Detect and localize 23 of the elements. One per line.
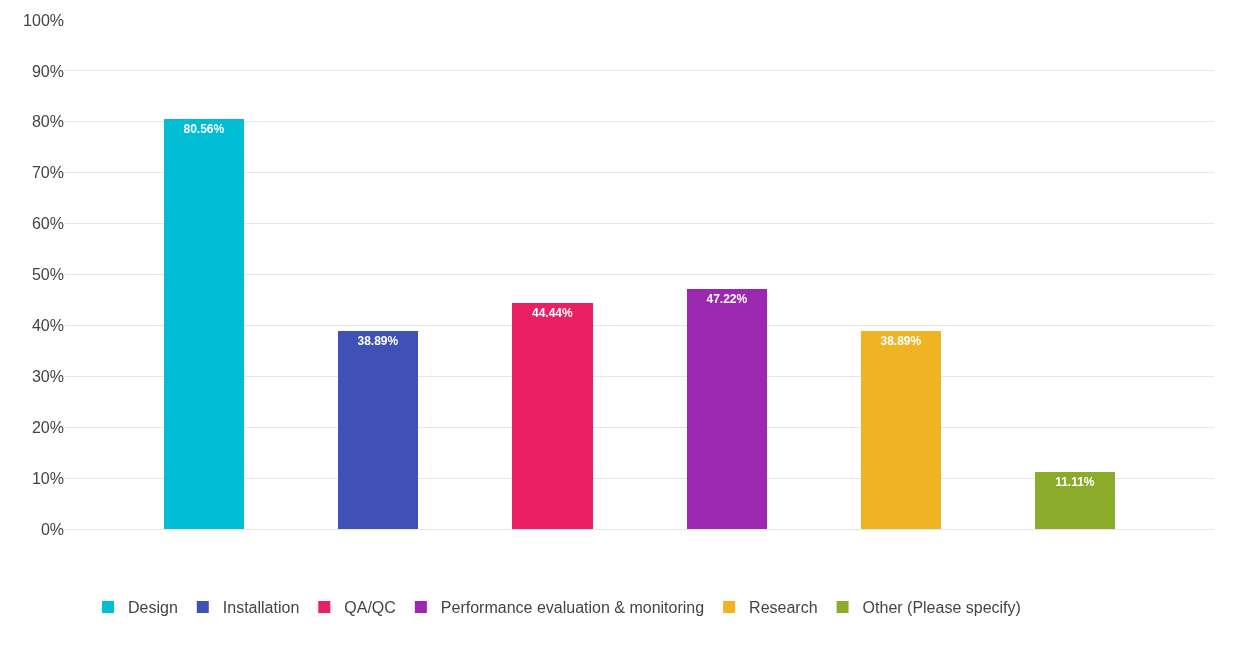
y-tick-label: 50% — [31, 266, 64, 284]
legend-label: Research — [749, 599, 818, 617]
y-tick-label: 30% — [31, 367, 64, 385]
y-tick-label: 40% — [31, 317, 64, 334]
data-label: 80.56% — [183, 122, 225, 136]
y-tick-label: 10% — [31, 469, 64, 487]
y-tick-label: 0% — [40, 520, 64, 538]
data-label: 38.89% — [357, 334, 399, 348]
y-tick-label: 70% — [31, 164, 64, 182]
data-label: 47.22% — [706, 292, 748, 306]
data-label: 44.44% — [531, 306, 574, 320]
legend-label: Performance evaluation & monitoring — [440, 599, 705, 617]
legend-label: Installation — [222, 599, 300, 617]
legend-label: QA/QC — [344, 599, 396, 617]
y-tick-label: 60% — [31, 215, 64, 233]
y-tick-label: 90% — [31, 62, 64, 80]
y-tick-label: 80% — [31, 113, 64, 131]
data-label: 11.11% — [1055, 475, 1095, 489]
data-label: 38.89% — [880, 334, 922, 348]
legend-label: Other (Please specify) — [862, 599, 1021, 617]
y-tick-label: 100% — [23, 11, 64, 29]
legend-label: Design — [127, 599, 178, 617]
y-tick-label: 20% — [31, 418, 64, 436]
